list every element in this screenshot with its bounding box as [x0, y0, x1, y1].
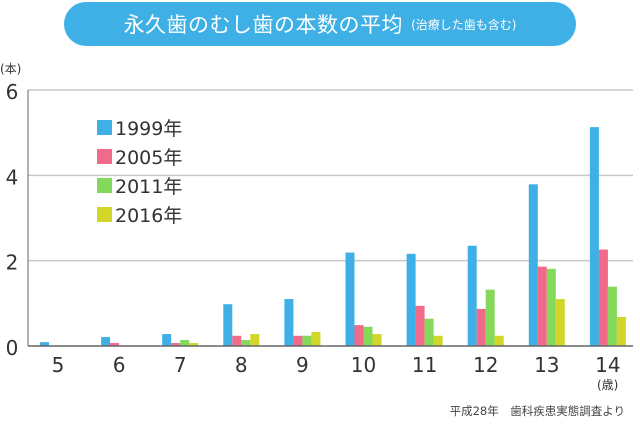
legend-label: 2011年: [115, 176, 182, 198]
legend: 1999年 2005年 2011年 2016年: [97, 118, 182, 227]
bar-2011年-9: [302, 335, 312, 346]
bar-2005年-12: [476, 308, 486, 346]
x-axis-unit-label: (歳): [597, 378, 619, 392]
bar-2011年-13: [546, 268, 556, 346]
bars: [40, 127, 626, 347]
x-tick-label: 7: [174, 353, 187, 377]
chart-title-banner: 永久歯のむし歯の本数の平均 (治療した歯も含む): [64, 2, 576, 46]
bar-1999年-9: [284, 299, 294, 346]
y-tick-label: 0: [6, 336, 19, 360]
y-tick-label: 4: [6, 165, 19, 189]
bar-2005年-9: [293, 335, 303, 346]
bar-2005年-11: [415, 305, 425, 346]
bar-2011年-7: [180, 340, 190, 346]
x-tick-label: 13: [534, 353, 559, 377]
bar-2005年-6: [110, 343, 120, 346]
bar-1999年-5: [40, 342, 49, 346]
bar-1999年-6: [101, 337, 111, 346]
bar-2011年-11: [424, 318, 434, 346]
bar-2016年-10: [372, 334, 382, 346]
chart-subtitle: (治療した歯も含む): [411, 17, 517, 32]
y-tick-label: 6: [6, 80, 19, 104]
x-tick-label: 5: [52, 353, 65, 377]
chart-title: 永久歯のむし歯の本数の平均: [123, 13, 404, 37]
y-tick-label: 2: [6, 251, 19, 275]
bar-1999年-13: [528, 184, 538, 346]
bar-2016年-14: [616, 316, 626, 346]
legend-swatch: [97, 207, 112, 222]
legend-swatch: [97, 120, 112, 135]
x-tick-label: 6: [113, 353, 126, 377]
x-tick-label: 8: [235, 353, 248, 377]
bar-2016年-13: [555, 299, 565, 346]
legend-label: 2016年: [115, 205, 182, 227]
bar-2016年-7: [189, 343, 199, 346]
source-note: 平成28年 歯科疾患実態調査より: [449, 404, 625, 418]
axes: [27, 90, 633, 347]
bar-2016年-8: [250, 334, 260, 346]
bar-1999年-14: [589, 127, 599, 347]
bar-2005年-13: [537, 266, 547, 346]
bar-1999年-7: [162, 334, 172, 346]
bar-2011年-12: [485, 289, 495, 346]
bar-2016年-11: [433, 335, 443, 346]
bar-1999年-12: [467, 245, 477, 346]
x-tick-label: 12: [473, 353, 498, 377]
legend-swatch: [97, 149, 112, 164]
x-tick-label: 14: [595, 353, 620, 377]
legend-label: 1999年: [115, 118, 182, 140]
x-axis-ticks: 5 6 7 8 9 10 11 12 13 14: [52, 353, 621, 377]
legend-label: 2005年: [115, 147, 182, 169]
y-axis-unit-label: (本): [0, 62, 22, 76]
bar-2011年-10: [363, 326, 373, 346]
legend-swatch: [97, 178, 112, 193]
x-tick-label: 9: [296, 353, 309, 377]
bar-2011年-14: [607, 286, 617, 346]
bar-2011年-8: [241, 340, 251, 346]
bar-1999年-11: [406, 253, 416, 346]
bar-2005年-7: [171, 343, 181, 346]
y-axis-ticks: 0 2 4 6: [6, 80, 19, 360]
bar-1999年-10: [345, 252, 355, 346]
x-tick-label: 11: [412, 353, 437, 377]
bar-1999年-8: [223, 304, 233, 346]
bar-2016年-9: [311, 331, 321, 346]
bar-2005年-14: [598, 249, 608, 346]
bar-2016年-12: [494, 335, 504, 346]
bar-2005年-8: [232, 335, 242, 346]
x-tick-label: 10: [351, 353, 376, 377]
bar-2005年-10: [354, 325, 364, 346]
